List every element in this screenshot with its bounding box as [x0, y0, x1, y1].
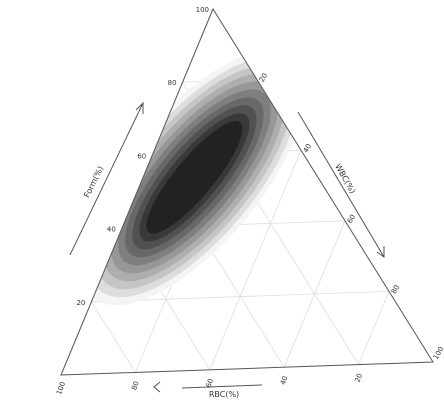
- tick-label: 40: [302, 142, 313, 154]
- grid-line: [209, 150, 302, 370]
- wbc-axis-label: WBC(%): [333, 162, 357, 195]
- tick-label: 80: [390, 284, 401, 296]
- tick-label: 20: [258, 72, 269, 84]
- grid-line: [358, 291, 390, 365]
- tick-label: 100: [55, 381, 67, 396]
- rbc-axis-label: RBC(%): [209, 390, 239, 399]
- contour-band: [149, 196, 181, 229]
- tick-label: 20: [353, 372, 364, 383]
- tick-label: 60: [137, 152, 146, 160]
- grid-line: [283, 220, 346, 368]
- tick-label: 40: [107, 226, 116, 234]
- form-axis-arrow: [69, 102, 144, 256]
- tick-label: 80: [130, 380, 141, 391]
- tick-label: 20: [76, 299, 85, 307]
- form-arrow-head: [135, 101, 144, 114]
- tick-label: 80: [168, 79, 177, 87]
- wbc-axis-arrow: [297, 111, 385, 258]
- wbc-arrow-head: [376, 246, 385, 258]
- tick-label: 100: [432, 345, 444, 361]
- triangle-frame: [60, 7, 434, 376]
- grid-line: [91, 301, 136, 373]
- tick-label: 40: [279, 375, 290, 386]
- form-axis-label: Form(%): [82, 165, 105, 200]
- tick-label: 100: [196, 6, 209, 14]
- rbc-arrow-head: [153, 381, 161, 393]
- contour-band: [208, 126, 240, 159]
- density-contours: [82, 49, 307, 306]
- rbc-axis-arrow: [181, 384, 263, 389]
- tick-label: 60: [205, 378, 216, 389]
- tick-label: 60: [346, 213, 357, 225]
